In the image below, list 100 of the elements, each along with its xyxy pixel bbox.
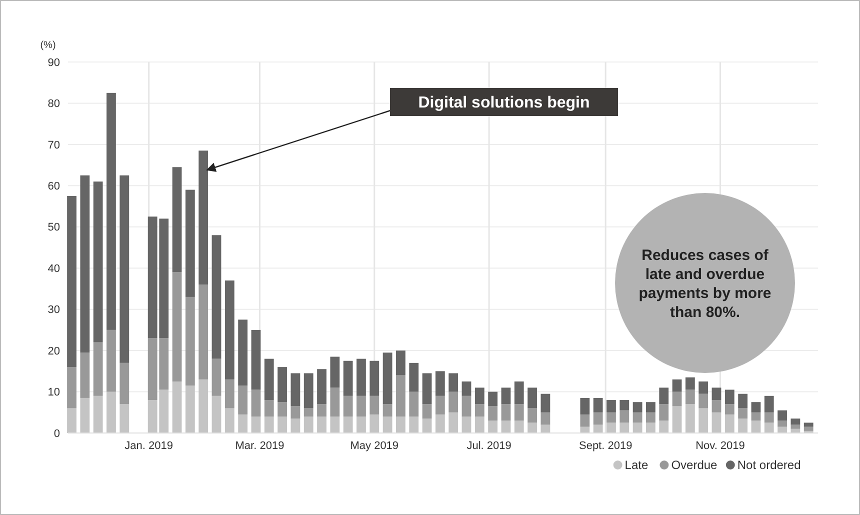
bar xyxy=(698,394,708,408)
bar xyxy=(778,410,787,421)
bar xyxy=(632,412,642,423)
y-axis-title: (%) xyxy=(40,40,56,51)
bar xyxy=(251,330,261,390)
bar xyxy=(712,388,722,400)
bar xyxy=(343,396,353,417)
bar xyxy=(488,406,498,421)
bar xyxy=(712,400,722,412)
bar xyxy=(382,352,392,404)
bar xyxy=(317,404,326,417)
legend-label: Not ordered xyxy=(737,458,801,472)
bar xyxy=(330,388,340,417)
bar xyxy=(474,416,484,433)
bar xyxy=(435,371,445,396)
bar xyxy=(646,422,656,433)
bar xyxy=(251,416,261,433)
bar xyxy=(738,408,748,419)
bar xyxy=(290,418,300,433)
bar xyxy=(462,396,472,417)
bar xyxy=(278,402,287,417)
bar xyxy=(514,381,524,404)
bar xyxy=(804,426,814,431)
bar xyxy=(462,381,472,396)
bar xyxy=(212,358,222,396)
annotation: Reduces cases of late and overdue payments by more than 80%. xyxy=(638,246,772,321)
bar xyxy=(528,408,537,423)
bar xyxy=(317,369,326,404)
bar xyxy=(356,416,366,433)
bar xyxy=(778,426,787,433)
y-tick-label: 20 xyxy=(48,345,60,358)
callout-label: Digital solutions begin xyxy=(206,88,618,172)
bar xyxy=(606,400,616,412)
bar xyxy=(396,350,406,376)
bar xyxy=(474,388,484,404)
bar xyxy=(448,412,458,433)
bar xyxy=(370,396,380,414)
bar xyxy=(93,182,103,342)
bar xyxy=(790,418,800,425)
bar xyxy=(185,190,195,297)
bar xyxy=(80,352,90,398)
bar xyxy=(738,394,748,408)
bar xyxy=(620,410,630,423)
bar xyxy=(317,416,326,433)
bar xyxy=(672,379,682,392)
bar xyxy=(672,406,682,433)
bar xyxy=(304,373,314,408)
bar xyxy=(501,420,511,433)
bar xyxy=(448,373,458,392)
bar xyxy=(435,396,445,414)
x-tick-label: Jul. 2019 xyxy=(466,440,512,452)
bar xyxy=(606,422,616,433)
bar xyxy=(764,422,774,433)
bar xyxy=(528,388,537,408)
bar xyxy=(251,390,261,417)
bar xyxy=(448,392,458,412)
bar xyxy=(422,404,432,419)
legend-label: Late xyxy=(624,458,648,472)
bar xyxy=(80,175,90,353)
bar xyxy=(212,235,222,359)
bar xyxy=(330,356,340,388)
bar xyxy=(185,296,195,386)
bar xyxy=(790,424,800,429)
annotation: Digital solutions begin xyxy=(418,94,590,112)
y-tick-label: 60 xyxy=(48,180,60,193)
bar xyxy=(304,408,314,417)
bar xyxy=(593,424,603,433)
x-tick-label: Sept. 2019 xyxy=(578,440,632,452)
bar xyxy=(514,404,524,421)
bar xyxy=(751,412,761,421)
y-tick-label: 30 xyxy=(48,304,60,316)
y-tick-label: 0 xyxy=(54,428,60,440)
bar xyxy=(198,150,208,285)
x-tick-label: May 2019 xyxy=(350,440,399,452)
bar xyxy=(751,402,761,412)
bar xyxy=(396,375,406,417)
bar xyxy=(67,196,76,368)
y-tick-label: 10 xyxy=(48,386,60,399)
bar xyxy=(120,404,130,433)
bar xyxy=(580,414,590,427)
bar xyxy=(540,424,550,433)
bar xyxy=(474,404,484,417)
bar xyxy=(278,416,287,433)
bar xyxy=(646,402,656,412)
bar xyxy=(106,392,116,433)
bar xyxy=(620,400,630,410)
bar xyxy=(778,420,787,427)
bar xyxy=(501,388,511,404)
bar xyxy=(659,420,669,433)
bar xyxy=(685,377,695,390)
bar xyxy=(804,422,814,427)
bar xyxy=(751,420,761,433)
bar xyxy=(264,416,274,433)
bar xyxy=(580,426,590,433)
bar xyxy=(514,420,524,433)
bar xyxy=(356,396,366,417)
bar xyxy=(290,373,300,406)
bar xyxy=(172,167,182,272)
bar xyxy=(540,394,550,412)
bar xyxy=(370,360,380,396)
